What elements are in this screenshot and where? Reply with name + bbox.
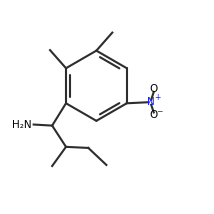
Text: O: O bbox=[150, 85, 158, 94]
Text: −: − bbox=[156, 107, 163, 116]
Text: +: + bbox=[154, 93, 160, 102]
Text: O: O bbox=[150, 110, 158, 120]
Text: H₂N: H₂N bbox=[12, 120, 32, 129]
Text: N: N bbox=[147, 97, 155, 107]
